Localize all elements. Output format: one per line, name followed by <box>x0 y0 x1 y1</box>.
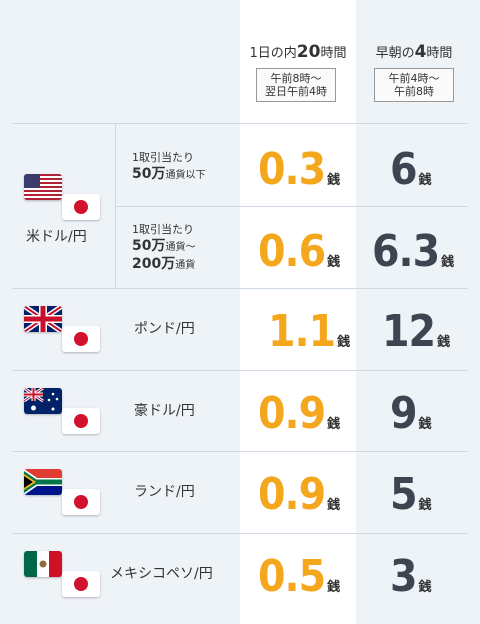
row-divider <box>12 370 468 371</box>
uk-flag-icon <box>24 306 62 332</box>
pair-label-mxnjpy: メキシコペソ/円 <box>110 566 213 582</box>
au-flag-icon <box>24 388 62 414</box>
pair-label-gbpjpy: ポンド/円 <box>134 321 195 337</box>
pair-label-audjpy: 豪ドル/円 <box>134 403 195 419</box>
spread-20h-usdjpy-tier2: 0.6 銭 <box>258 226 341 277</box>
jp-flag-icon <box>62 408 100 434</box>
row-divider <box>12 123 468 124</box>
spread-20h-mxnjpy: 0.5 銭 <box>258 551 341 602</box>
gbp-jpy-flags <box>24 306 100 354</box>
za-flag-icon <box>24 469 62 495</box>
jp-flag-icon <box>62 326 100 352</box>
spread-20h-audjpy: 0.9 銭 <box>258 388 341 439</box>
row-divider <box>12 288 468 289</box>
mx-flag-icon <box>24 551 62 577</box>
spread-4h-usdjpy-tier2: 6.3 銭 <box>372 226 455 277</box>
column-divider <box>115 123 116 288</box>
aud-jpy-flags <box>24 388 100 436</box>
zar-jpy-flags <box>24 469 100 517</box>
tier-label-under-500k: 1取引当たり 50万通貨以下 <box>132 151 206 182</box>
jp-flag-icon <box>62 571 100 597</box>
spread-20h-gbpjpy: 1.1 銭 <box>268 306 351 357</box>
column-4h-title: 早朝の4時間 <box>375 42 453 62</box>
tier-label-500k-2m: 1取引当たり 50万通貨～ 200万通貨 <box>132 223 196 272</box>
column-4h-time-box: 午前4時～ 午前8時 <box>374 68 454 102</box>
pair-label-zarjpy: ランド/円 <box>134 484 195 500</box>
mxn-jpy-flags <box>24 551 100 599</box>
column-20h-title: 1日の内20時間 <box>249 42 347 62</box>
column-20h-background <box>240 0 356 624</box>
row-divider <box>115 206 468 207</box>
jp-flag-icon <box>62 194 100 220</box>
spread-20h-zarjpy: 0.9 銭 <box>258 469 341 520</box>
usd-jpy-flags <box>24 174 100 222</box>
us-flag-icon <box>24 174 62 200</box>
spread-4h-gbpjpy: 12 銭 <box>382 306 451 357</box>
column-20h-time-box: 午前8時～ 翌日午前4時 <box>256 68 336 102</box>
row-divider <box>12 533 468 534</box>
jp-flag-icon <box>62 489 100 515</box>
row-divider <box>12 451 468 452</box>
pair-label-usdjpy: 米ドル/円 <box>26 229 87 245</box>
spread-20h-usdjpy-tier1: 0.3 銭 <box>258 144 341 195</box>
